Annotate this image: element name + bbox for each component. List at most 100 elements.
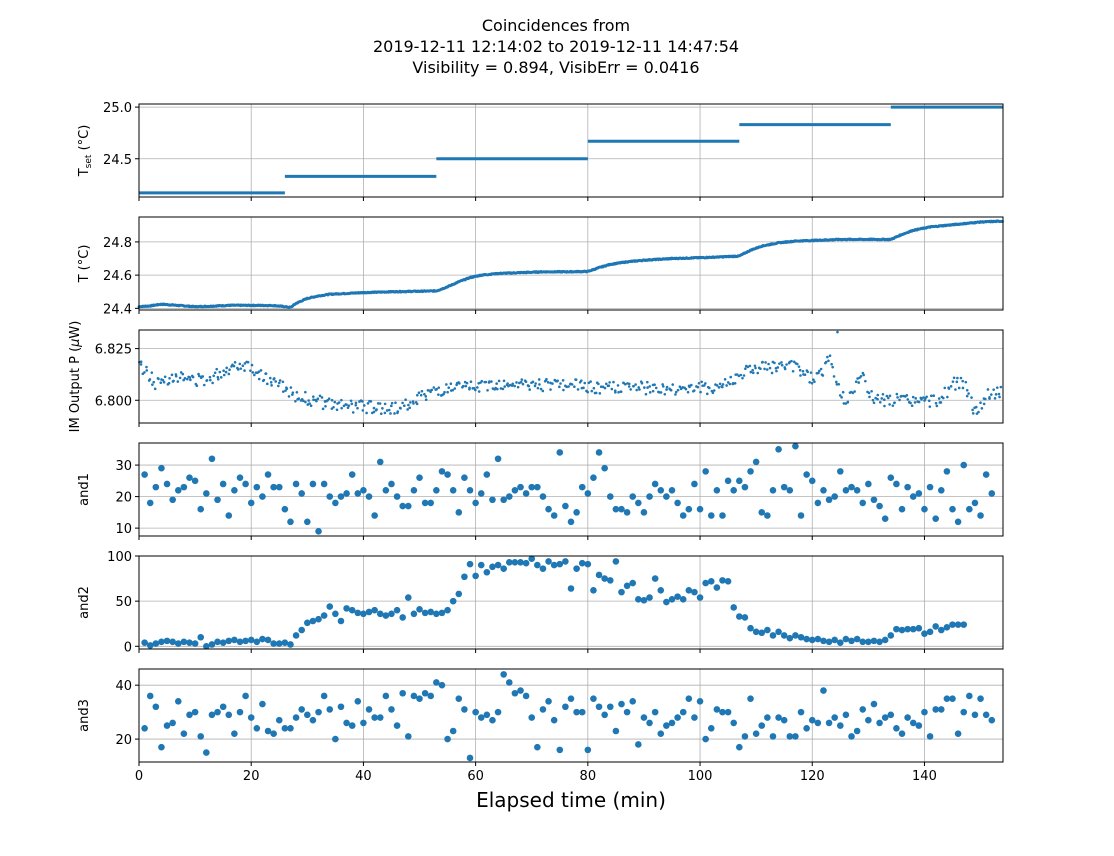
power-point	[998, 395, 1001, 399]
power-point	[696, 385, 700, 389]
power-point	[324, 404, 327, 408]
power-point	[754, 366, 757, 370]
power-point	[705, 392, 709, 396]
and1-point	[780, 483, 788, 491]
and2-point	[388, 610, 395, 618]
y-axis-label-main: T	[77, 168, 92, 177]
panel-frame	[138, 216, 1004, 311]
and2-point	[909, 625, 917, 633]
power-point	[974, 405, 978, 409]
power-point	[396, 410, 400, 413]
power-point	[662, 385, 665, 388]
power-point	[182, 378, 185, 382]
power-point	[599, 385, 603, 389]
power-point	[265, 382, 269, 386]
power-point	[468, 386, 471, 390]
power-point	[513, 384, 516, 388]
power-point	[610, 387, 614, 391]
and2-point	[904, 625, 911, 633]
and2-point	[573, 565, 580, 572]
x-tick-label: 0	[135, 769, 143, 784]
and3-point	[764, 714, 771, 721]
and2-point	[702, 579, 709, 587]
and3-point	[808, 716, 816, 724]
power-point	[943, 386, 947, 390]
and3-point	[466, 754, 474, 762]
and1-point	[921, 505, 928, 513]
and3-point	[433, 679, 440, 686]
and3-point	[174, 698, 182, 705]
and1-point	[259, 493, 266, 500]
power-point	[312, 395, 315, 398]
and3-point	[870, 700, 878, 708]
and1-point	[887, 474, 895, 481]
power-point	[559, 382, 562, 385]
power-point	[947, 387, 951, 390]
and1-point	[679, 512, 687, 519]
power-point	[895, 392, 899, 396]
and1-point	[539, 493, 547, 500]
and1-point	[550, 512, 558, 519]
power-point	[880, 397, 884, 400]
power-point	[284, 389, 287, 392]
and2-point	[668, 596, 676, 603]
and1-point	[954, 518, 962, 526]
power-point	[153, 387, 157, 391]
and2-point	[943, 624, 951, 631]
panel-power: 6.800 6.825 IM Output P (μW)	[68, 321, 1004, 432]
and3-point	[298, 706, 306, 713]
and2-point	[298, 626, 306, 634]
and1-point	[881, 515, 889, 522]
power-point	[251, 371, 255, 374]
and3-point	[921, 708, 928, 716]
power-point	[989, 393, 993, 396]
power-point	[721, 383, 725, 386]
and3-point	[590, 695, 597, 702]
power-point	[270, 384, 273, 387]
power-point	[151, 383, 154, 386]
and1-point	[225, 512, 233, 519]
and3-point	[337, 703, 345, 711]
and1-point	[646, 493, 653, 500]
power-point	[278, 379, 282, 382]
power-point	[906, 398, 910, 401]
chart-title-line-1: Coincidences from	[482, 16, 630, 35]
and3-point	[629, 698, 637, 705]
and1-point	[197, 505, 205, 513]
and2-point	[719, 577, 726, 584]
power-point	[711, 391, 715, 395]
and1-point	[304, 518, 311, 526]
power-point	[910, 404, 914, 408]
panel-and2: 0 50 100 and2	[77, 550, 1004, 655]
power-point	[832, 375, 836, 378]
power-point	[429, 390, 432, 394]
power-point	[304, 400, 307, 404]
and1-point	[937, 486, 945, 494]
and3-point	[736, 743, 743, 751]
and3-point	[887, 711, 895, 719]
power-point	[497, 379, 501, 383]
and3-point	[163, 722, 171, 729]
and2-point	[876, 638, 883, 646]
and3-point	[455, 695, 463, 702]
power-point	[638, 388, 641, 391]
power-point	[408, 406, 412, 410]
power-point	[337, 401, 341, 404]
and3-point	[573, 708, 580, 716]
power-point	[624, 382, 627, 386]
and1-point	[640, 509, 648, 516]
power-point	[810, 381, 814, 385]
power-point	[189, 378, 192, 382]
and1-point	[287, 518, 294, 526]
and1-point	[427, 499, 435, 507]
power-point	[236, 368, 240, 371]
and1-point	[606, 493, 614, 500]
power-point	[753, 364, 757, 368]
power-point	[888, 394, 892, 398]
power-point	[690, 383, 693, 387]
power-point	[387, 408, 391, 412]
power-point	[340, 398, 343, 402]
power-point	[717, 386, 721, 389]
power-point	[449, 382, 453, 385]
power-point	[390, 404, 393, 408]
